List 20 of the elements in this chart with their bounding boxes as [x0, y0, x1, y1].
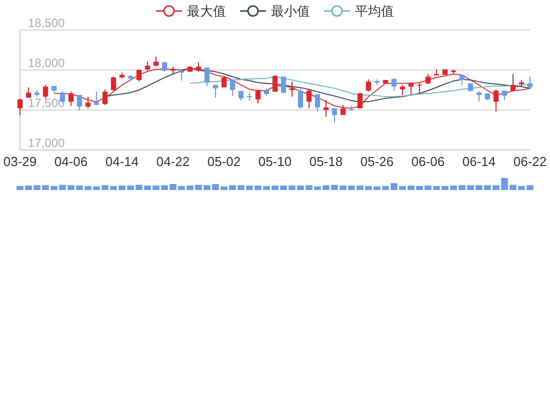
legend-item: 最大值: [156, 4, 226, 18]
legend-item: 最小值: [240, 4, 310, 18]
x-tick-label: 05-26: [360, 154, 394, 169]
y-tick-label: 18,000: [28, 56, 66, 70]
legend-label: 最大值: [187, 4, 226, 18]
x-tick-label: 04-14: [105, 154, 139, 169]
x-tick-label: 06-22: [513, 154, 547, 169]
x-tick-label: 05-10: [258, 154, 292, 169]
legend-label: 最小值: [271, 4, 310, 18]
x-tick-label: 05-02: [207, 154, 241, 169]
x-tick-label: 03-29: [3, 154, 37, 169]
x-tick-label: 04-06: [54, 154, 88, 169]
x-tick-label: 06-06: [411, 154, 445, 169]
x-tick-label: 04-22: [156, 154, 190, 169]
legend-label: 平均值: [355, 4, 394, 18]
y-tick-label: 18,500: [28, 16, 66, 30]
x-tick-label: 06-14: [462, 154, 496, 169]
legend-item: 平均值: [324, 4, 394, 18]
y-tick-label: 17,000: [28, 136, 66, 150]
x-tick-label: 05-18: [309, 154, 343, 169]
